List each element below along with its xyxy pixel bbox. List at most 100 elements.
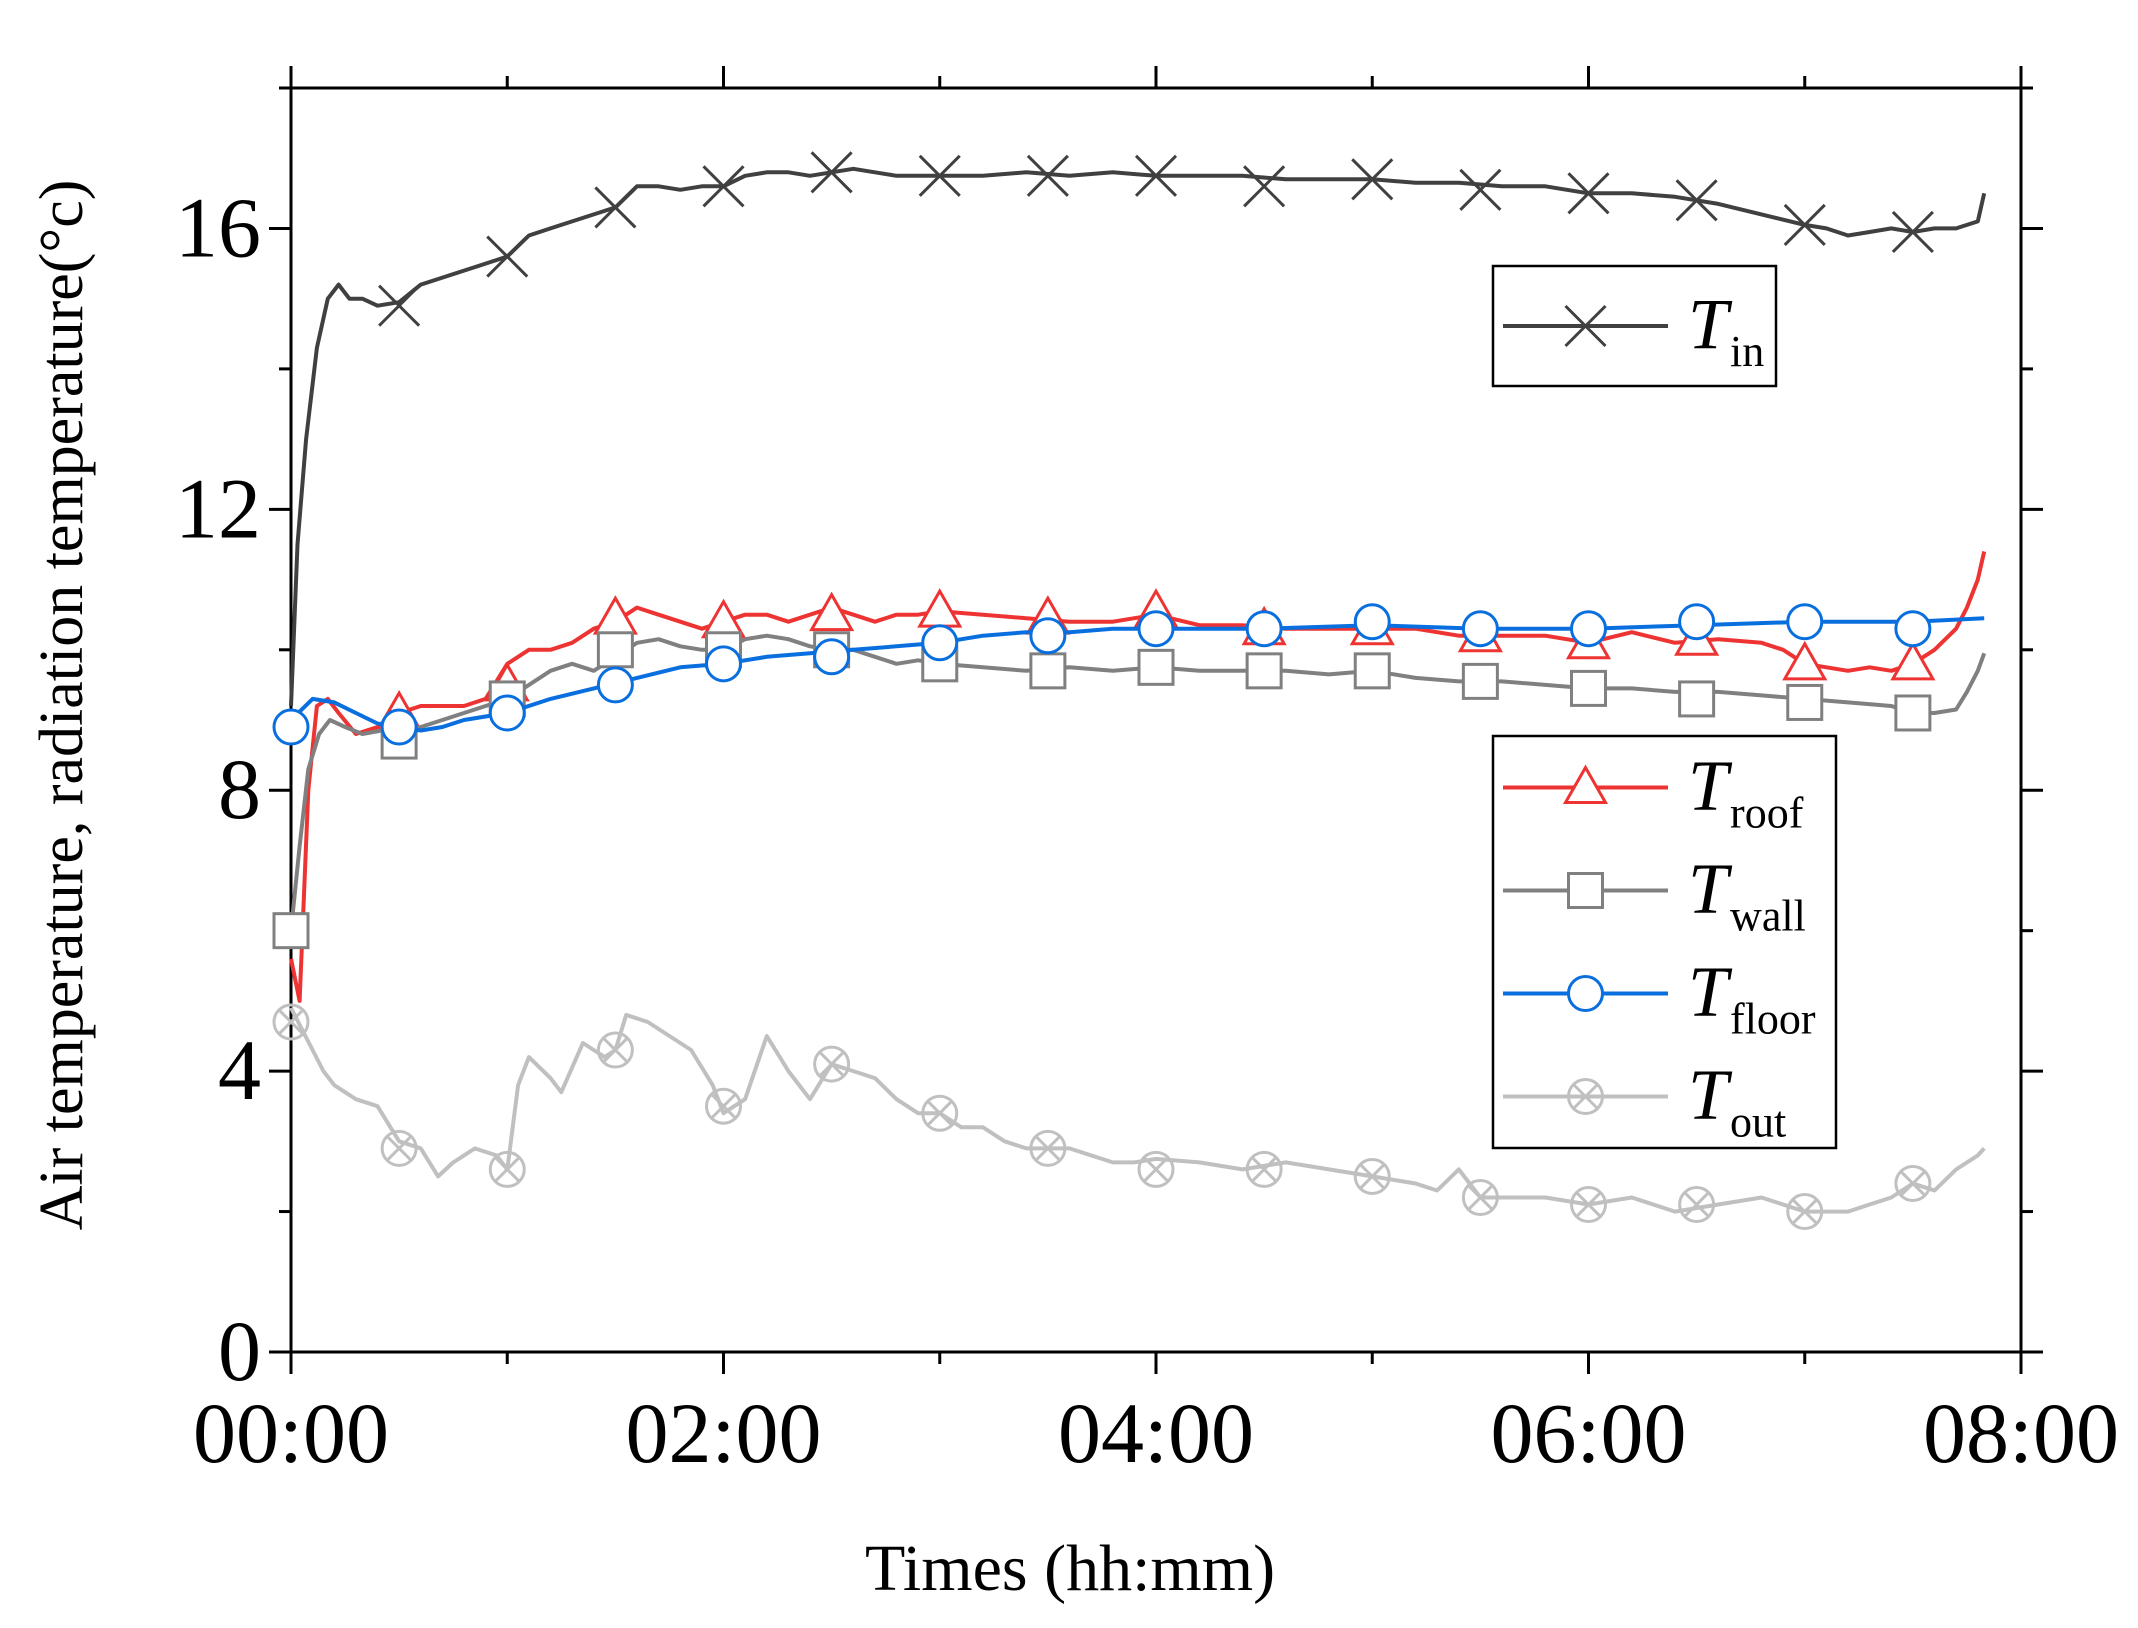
marker-circle [1678,1186,1716,1224]
data-point [1894,694,1932,732]
marker-square [1137,648,1175,686]
data-point [1353,652,1391,690]
data-point [917,588,963,628]
data-point [272,912,310,950]
marker-x-stroke [702,165,745,208]
data-point [1570,610,1607,648]
data-point [702,165,745,208]
data-point [705,645,742,683]
marker-x-stroke [277,1008,305,1036]
marker-x-stroke [1790,1197,1819,1226]
marker-triangle [1890,640,1936,681]
marker-square [1786,683,1824,721]
marker-x-stroke [1134,154,1178,197]
marker-circle [1786,603,1824,641]
marker-x-stroke [1571,1082,1600,1111]
marker-x-stroke [1682,1190,1711,1219]
marker-circle [272,708,310,746]
marker-circle [813,638,851,676]
marker-circle [1461,1179,1499,1217]
marker-square [1461,662,1499,700]
marker-circle [380,708,418,746]
x-tick-label-3: 06:00 [1491,1385,1687,1481]
marker-circle [596,666,634,704]
y-tick-label-0: 0 [218,1303,261,1399]
marker-x-stroke [1783,203,1826,246]
y-axis-title: Air temperature, radiation temperature(°… [28,180,96,1231]
data-point [1029,652,1067,690]
marker-x-stroke [1034,1134,1062,1163]
marker-square [596,631,634,669]
data-point [272,1003,310,1041]
marker-x-stroke [1899,1169,1927,1198]
legend-entry-t-in: Tin [1503,284,1764,376]
legend-label: Tin [1688,284,1764,376]
data-point [918,154,961,197]
x-axis-title: Times (hh:mm) [865,1532,1275,1605]
data-point [272,708,310,746]
data-point [1678,680,1716,718]
legend-label-subscript: out [1730,1098,1786,1147]
legend-marker [1564,304,1607,348]
data-point [1678,1186,1716,1224]
data-point [596,666,634,704]
y-tick-label-4: 16 [175,179,261,275]
marker-x-stroke [1891,210,1934,254]
axes-layer: 00:00 02:00 04:00 06:00 08:00 0 4 8 12 16 [175,66,2119,1481]
marker-square [1894,694,1932,732]
data-point [1570,669,1607,707]
legend-frame [1491,734,1838,1150]
data-point [810,151,853,194]
legend-label-subscript: in [1730,327,1764,376]
marker-square [1245,652,1283,690]
marker-circle [813,1045,851,1083]
data-point [1137,648,1175,686]
y-tick-label-3: 12 [175,460,261,556]
marker-x-stroke [1574,1190,1603,1219]
data-point [1245,610,1283,648]
data-point [1461,1179,1499,1217]
data-point [809,591,855,632]
data-point [1026,154,1069,197]
legend-marker [1567,975,1604,1012]
marker-circle [1678,603,1716,641]
marker-circle [1353,1157,1391,1195]
legend-upper-right: Tin [1491,264,1778,388]
marker-circle [921,624,959,662]
marker-x-stroke [378,284,421,327]
marker-triangle [592,595,638,635]
data-point [1029,617,1067,655]
marker-x-stroke [709,1092,738,1121]
marker-x-stroke [1564,304,1607,348]
data-point [1353,1157,1391,1195]
marker-x-stroke [601,1036,630,1064]
data-point [1894,1164,1932,1202]
marker-x-stroke [1250,1155,1278,1184]
series-line [289,1006,1986,1214]
marker-x-stroke [1243,165,1286,208]
y-tick-label-2: 8 [218,741,261,837]
marker-circle [1137,1150,1175,1188]
legend-marker [1567,872,1604,909]
x-tick-label-4: 08:00 [1923,1385,2119,1481]
marker-circle [705,645,742,683]
marker-circle [1570,1186,1607,1224]
series-t-floor [272,603,1985,746]
data-point [1786,603,1824,641]
marker-x-stroke [385,1134,413,1163]
legend-marker [1567,1078,1604,1115]
data-point [1245,652,1283,690]
x-tick-label-1: 02:00 [626,1385,822,1481]
x-tick-label-0: 00:00 [193,1385,389,1481]
data-point [596,1031,634,1069]
marker-circle [1353,603,1391,641]
marker-x-stroke [493,1155,522,1184]
marker-circle [1786,1193,1824,1231]
marker-circle [380,1129,418,1167]
data-point [1461,662,1499,700]
x-tick-label-2: 04:00 [1058,1385,1254,1481]
